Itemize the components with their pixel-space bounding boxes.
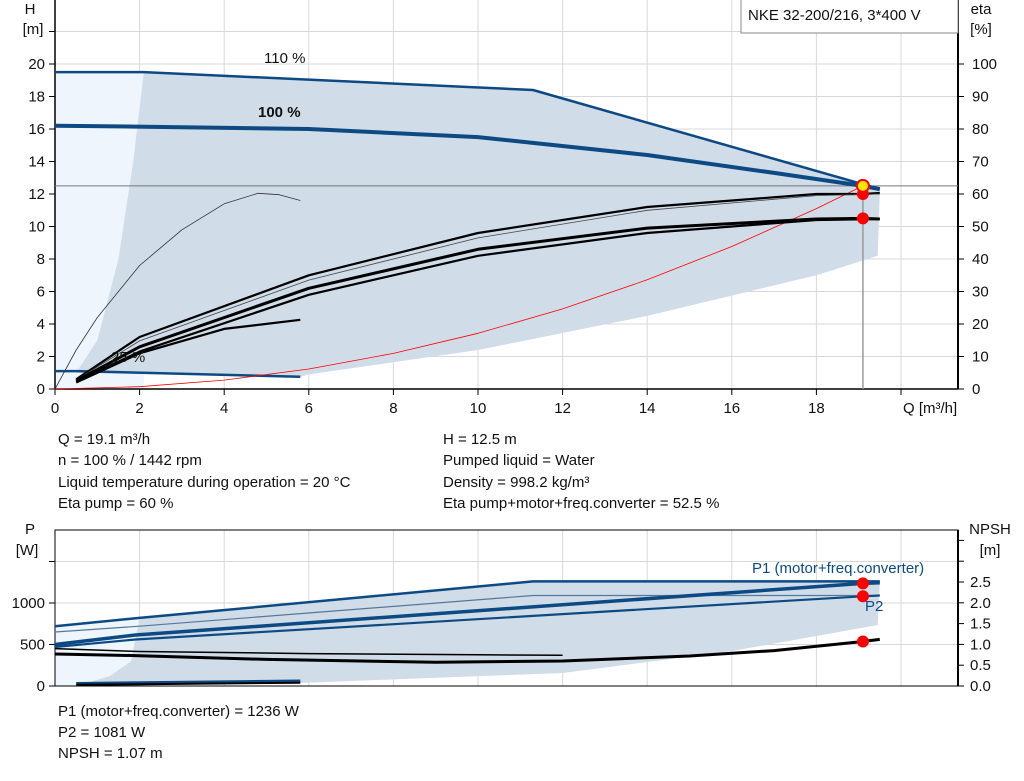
p-tick-label: 0 [37, 678, 45, 695]
p-tick-label: 1000 [12, 595, 45, 612]
x-tick-label: 16 [723, 400, 740, 417]
result-npsh: NPSH = 1.07 m [58, 745, 163, 762]
h-tick-label: 20 [28, 56, 45, 73]
npsh-axis-label: NPSH [969, 521, 1011, 538]
npsh-tick-label: 2.0 [970, 595, 991, 612]
eta-tick-label: 20 [972, 316, 989, 333]
eta-tick-label: 40 [972, 251, 989, 268]
eta-tick-label: 60 [972, 186, 989, 203]
h-tick-label: 2 [37, 349, 45, 366]
x-tick-label: 18 [808, 400, 825, 417]
eta-tick-label: 30 [972, 284, 989, 301]
npsh-tick-label: 0.0 [970, 678, 991, 695]
result-head: H = 12.5 m [443, 431, 517, 448]
eta-total-marker [856, 212, 869, 225]
q-axis-label: Q [m³/h] [903, 400, 957, 417]
p1-110-curve [54, 580, 880, 628]
eta-tick-label: 100 [972, 56, 997, 73]
power-npsh-chart: 0 500 1000 0.0 0.5 1.0 1.5 2.0 2.5 [12, 529, 991, 695]
p-tick-label: 500 [20, 637, 45, 654]
x-tick-label: 6 [305, 400, 313, 417]
x-tick-label: 8 [389, 400, 397, 417]
head-25-curve [55, 369, 301, 379]
h-tick-label: 10 [28, 219, 45, 236]
p-axis-unit: [W] [16, 542, 39, 559]
p2-marker [856, 590, 869, 603]
x-tick-label: 4 [220, 400, 228, 417]
eta-25-curve [75, 318, 301, 384]
head-100-curve [54, 123, 881, 192]
result-liquid-temp: Liquid temperature during operation = 20… [58, 474, 351, 491]
x-tick-label: 12 [554, 400, 571, 417]
eta-axis-unit: [%] [970, 21, 992, 38]
curve-label-110: 110 % [264, 50, 305, 67]
duty-point-marker [855, 178, 870, 193]
result-eta-pump: Eta pump = 60 % [58, 495, 174, 512]
x-tick-label: 2 [135, 400, 143, 417]
head-110-curve [55, 70, 881, 191]
eta-pump-curve [75, 191, 880, 381]
head-efficiency-chart: 0 2 4 6 8 10 12 14 16 18 0 2 4 6 8 10 12 14 16 18 20 0 10 20 30 4… [28, 0, 997, 417]
eta-thin-arc-curve [54, 192, 301, 390]
eta-tick-label: 70 [972, 154, 989, 171]
npsh-tick-label: 1.0 [970, 636, 991, 653]
x-tick-label: 14 [639, 400, 656, 417]
npsh-tick-label: 0.5 [970, 657, 991, 674]
curve-label-25: 25 % [111, 349, 145, 366]
h-axis-unit: [m] [23, 21, 44, 38]
system-curve-curve [54, 185, 864, 390]
p2-curve-label: P2 [865, 598, 883, 615]
eta-tick-label: 90 [972, 89, 989, 106]
h-tick-label: 14 [28, 154, 45, 171]
eta-pump-thin-curve [75, 193, 880, 381]
result-p1: P1 (motor+freq.converter) = 1236 W [58, 703, 299, 720]
eta-total-2-curve [75, 217, 880, 383]
h-tick-label: 8 [37, 251, 45, 268]
eta-tick-label: 10 [972, 349, 989, 366]
title-box [740, 0, 959, 34]
npsh-110-curve [54, 647, 563, 656]
p2-100-curve [54, 594, 880, 649]
light-range-area [55, 617, 140, 686]
p-axis-label: P [25, 521, 35, 538]
eta-tick-label: 50 [972, 219, 989, 236]
h-tick-label: 4 [37, 316, 45, 333]
npsh-marker [856, 635, 869, 648]
h-axis-label: H [25, 1, 36, 18]
h-tick-label: 6 [37, 284, 45, 301]
result-speed: n = 100 % / 1442 rpm [58, 452, 202, 469]
p-25-curve [76, 679, 301, 685]
operating-range-area [76, 581, 880, 686]
eta-tick-label: 0 [972, 381, 980, 398]
result-eta-total: Eta pump+motor+freq.converter = 52.5 % [443, 495, 720, 512]
p1-curve-label: P1 (motor+freq.converter) [752, 560, 924, 577]
curve-label-100: 100 % [258, 104, 301, 121]
result-density: Density = 998.2 kg/m³ [443, 474, 590, 491]
p1-marker [856, 577, 869, 590]
npsh-tick-label: 1.5 [970, 616, 991, 633]
h-tick-label: 12 [28, 186, 45, 203]
npsh-axis-unit: [m] [980, 542, 1001, 559]
chart-title: NKE 32-200/216, 3*400 V [748, 7, 921, 24]
p-25-black-curve [76, 681, 301, 686]
x-tick-label: 10 [470, 400, 487, 417]
result-flow: Q = 19.1 m³/h [58, 431, 151, 448]
result-p2: P2 = 1081 W [58, 724, 146, 741]
npsh-100-curve [54, 637, 880, 664]
eta-axis-label: eta [971, 1, 993, 18]
p1-100-curve [54, 580, 880, 647]
h-tick-label: 16 [28, 121, 45, 138]
h-tick-label: 0 [37, 381, 45, 398]
result-pumped-liquid: Pumped liquid = Water [443, 452, 595, 469]
h-tick-label: 18 [28, 89, 45, 106]
npsh-tick-label: 2.5 [970, 574, 991, 591]
x-tick-label: 0 [51, 400, 59, 417]
eta-tick-label: 80 [972, 121, 989, 138]
